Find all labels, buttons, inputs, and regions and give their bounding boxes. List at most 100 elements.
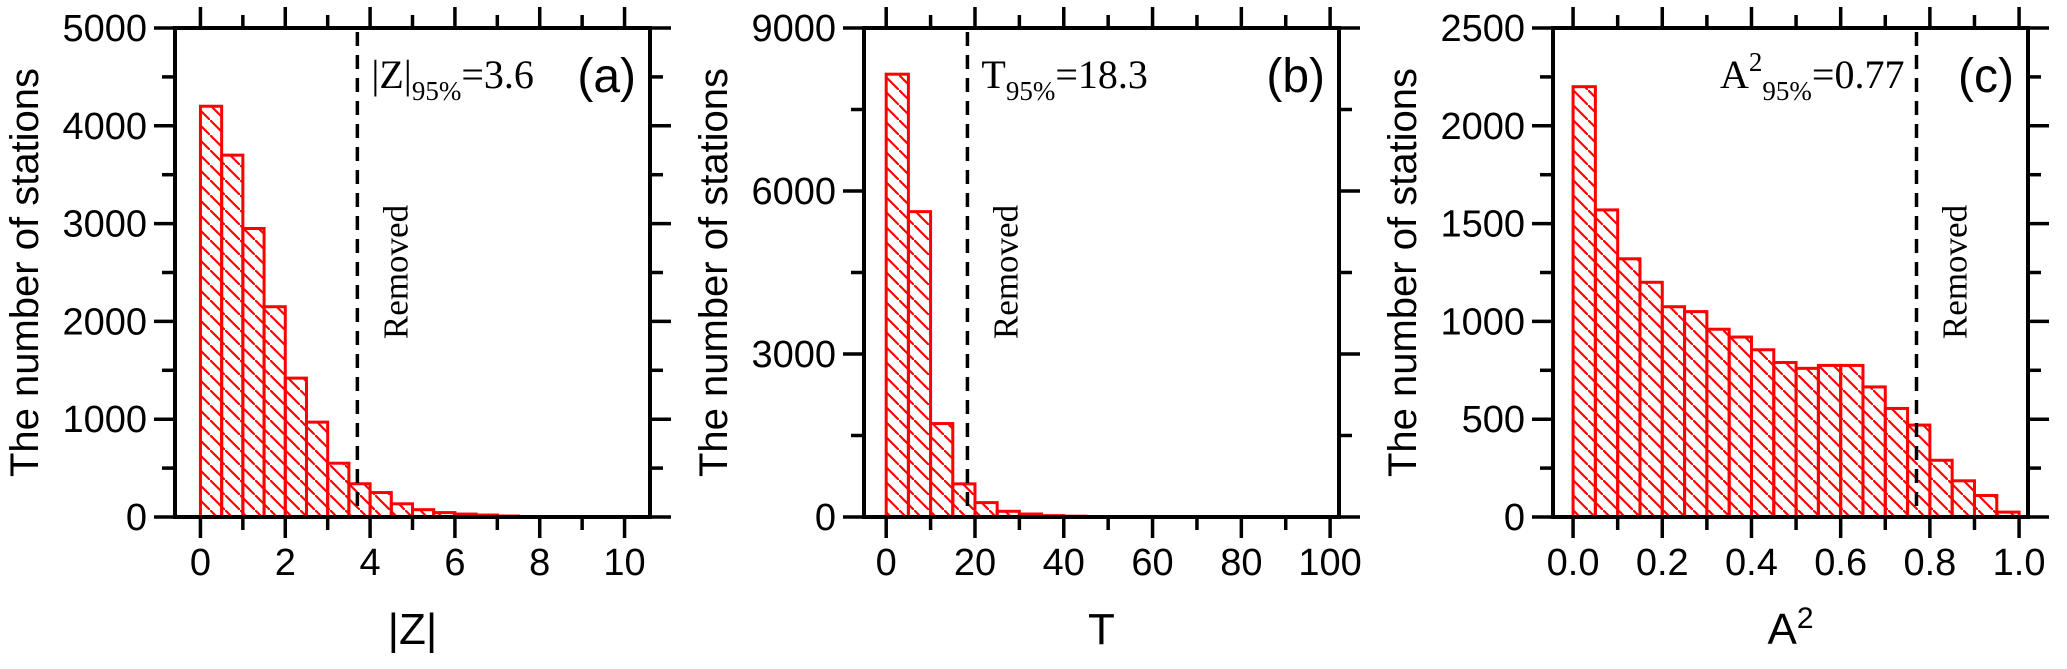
- x-axis-title-base: T: [1088, 605, 1115, 654]
- y-tick-label: 1000: [62, 399, 147, 441]
- panel-c: 0.0 0.2 0.4 0.6 0.8 1.0 0 500 1000 1500 2000 2500 Th…: [1378, 0, 2067, 669]
- threshold-annotation: |Z|95%=3.6: [371, 52, 534, 106]
- histogram-bar: [1772, 360, 1798, 519]
- histogram-bar: [929, 422, 955, 519]
- panel-letter: (b): [1266, 50, 1325, 103]
- threshold-annotation: A295%=0.77: [1720, 47, 1904, 106]
- plot-frame: [862, 26, 1341, 519]
- removed-label: Removed: [986, 204, 1025, 339]
- histogram-bar: [1638, 280, 1664, 519]
- x-tick-label: 2: [275, 542, 296, 584]
- histogram-bar: [884, 72, 910, 519]
- y-axis-title: The number of stations: [1381, 68, 1425, 477]
- x-axis-title: |Z|: [388, 605, 438, 654]
- histogram-bar: [951, 482, 977, 519]
- x-tick-label: 0.2: [1636, 542, 1689, 584]
- x-axis-title-base: A: [1767, 605, 1797, 654]
- histogram-bar: [1616, 257, 1642, 519]
- annotation-value: =3.6: [461, 52, 534, 97]
- plot-frame: [173, 26, 652, 519]
- histogram-bar: [1593, 208, 1620, 519]
- x-tick-label: 100: [1298, 542, 1361, 584]
- x-axis-title-sup: 2: [1797, 602, 1814, 635]
- chart-a: 0 2 4 6 8 10 0 1000 2000 3000 4000 5000 The number o…: [3, 7, 671, 654]
- panel-a: 0 2 4 6 8 10 0 1000 2000 3000 4000 5000 The number o…: [0, 0, 689, 669]
- y-tick-label: 2000: [1440, 106, 1525, 148]
- histogram-bar: [326, 461, 351, 519]
- y-tick-label: 4000: [62, 106, 147, 148]
- x-tick-label: 6: [444, 542, 465, 584]
- panel-letter: (a): [577, 50, 636, 103]
- histogram-bar: [1883, 406, 1910, 519]
- y-axis-title: The number of stations: [692, 68, 736, 477]
- bars: [884, 72, 1088, 519]
- y-tick-label: 9000: [751, 8, 836, 50]
- histogram-bar: [1794, 366, 1820, 519]
- removed-label: Removed: [1935, 204, 1974, 339]
- annotation-base: T: [981, 52, 1005, 97]
- x-tick-label: 0.8: [1903, 542, 1956, 584]
- removed-label: Removed: [376, 204, 415, 339]
- x-axis-title-base: |Z|: [388, 605, 438, 654]
- histogram-bar: [1861, 385, 1887, 519]
- y-tick-label: 1500: [1440, 204, 1525, 246]
- histogram-bar: [262, 305, 287, 519]
- y-tick-label: 500: [1462, 399, 1525, 441]
- histogram-bar: [1683, 310, 1709, 519]
- x-tick-label: 8: [529, 542, 550, 584]
- y-tick-label: 0: [126, 497, 147, 539]
- histogram-bar: [1816, 363, 1843, 519]
- histogram-bar: [304, 420, 330, 519]
- panel-b: 0 20 40 60 80 100 0 3000 6000 9000 The number of s…: [689, 0, 1378, 669]
- y-axis-title: The number of stations: [3, 68, 47, 477]
- annotation-base: A: [1720, 52, 1749, 97]
- histogram-bar: [198, 104, 224, 519]
- histogram-bar: [973, 501, 999, 519]
- y-tick-label: 0: [1504, 497, 1525, 539]
- y-tick-label: 3000: [62, 204, 147, 246]
- x-axis-title: T: [1088, 605, 1115, 654]
- x-tick-label: 80: [1220, 542, 1262, 584]
- histogram-bar: [1906, 423, 1932, 519]
- x-tick-label: 60: [1131, 542, 1173, 584]
- histogram-bar: [241, 226, 266, 519]
- histogram-bar: [1749, 348, 1776, 519]
- bars: [198, 104, 521, 519]
- x-tick-label: 40: [1043, 542, 1085, 584]
- annotation-sub: 95%: [1006, 76, 1056, 106]
- histogram-bar: [906, 210, 933, 519]
- annotation-value: =0.77: [1812, 52, 1905, 97]
- y-tick-label: 1000: [1440, 301, 1525, 343]
- chart-c: 0.0 0.2 0.4 0.6 0.8 1.0 0 500 1000 1500 2000 2500 Th…: [1381, 7, 2049, 654]
- threshold-annotation: T95%=18.3: [981, 52, 1148, 106]
- annotation-sub: 95%: [412, 76, 462, 106]
- annotation-value: =18.3: [1055, 52, 1148, 97]
- y-tick-label: 0: [815, 497, 836, 539]
- bars: [1571, 85, 2021, 519]
- histogram-bar: [1839, 363, 1865, 519]
- histogram-bar: [283, 376, 308, 519]
- histogram-bar: [1727, 335, 1753, 519]
- y-tick-label: 2500: [1440, 8, 1525, 50]
- x-tick-label: 0.0: [1547, 542, 1600, 584]
- x-tick-label: 4: [360, 542, 381, 584]
- y-tick-label: 6000: [751, 171, 836, 213]
- annotation-sup: 2: [1749, 47, 1763, 77]
- histogram-bar: [1950, 479, 1976, 519]
- plot-frame: [1551, 26, 2030, 519]
- x-tick-label: 0: [190, 542, 211, 584]
- x-tick-label: 10: [603, 542, 645, 584]
- histogram-bar: [220, 153, 245, 519]
- x-tick-label: 1.0: [1993, 542, 2046, 584]
- y-tick-label: 3000: [751, 334, 836, 376]
- annotation-sub: 95%: [1762, 76, 1812, 106]
- histogram-bar: [347, 482, 372, 519]
- histogram-bar: [1972, 493, 1999, 519]
- x-axis-title: A2: [1767, 602, 1813, 654]
- x-tick-label: 0.4: [1725, 542, 1778, 584]
- chart-b: 0 20 40 60 80 100 0 3000 6000 9000 The number of s…: [692, 7, 1362, 654]
- panel-letter: (c): [1958, 50, 2014, 103]
- y-tick-label: 5000: [62, 8, 147, 50]
- x-tick-label: 0: [876, 542, 897, 584]
